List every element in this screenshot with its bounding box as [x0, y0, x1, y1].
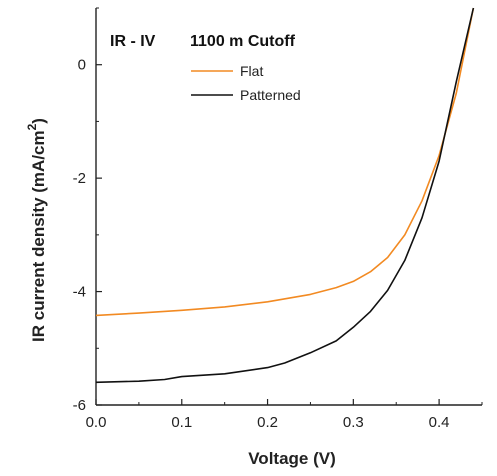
x-tick-label: 0.0 [86, 414, 107, 431]
x-axis-title: Voltage (V) [248, 449, 336, 468]
legend-label-flat: Flat [240, 63, 263, 79]
y-tick-label: -4 [73, 284, 86, 301]
x-tick-label: 0.3 [343, 414, 364, 431]
y-axis-title: IR current density (mA/cm2) [25, 118, 48, 342]
axis-ticks: 0.0 0.1 0.2 0.3 0.4 0 -2 -4 -6 [73, 7, 483, 431]
x-tick-label: 0.2 [257, 414, 278, 431]
series-layer [95, 7, 475, 384]
y-tick-label: 0 [78, 57, 86, 74]
series-line-flat [95, 7, 475, 317]
series-line-patterned [95, 7, 475, 384]
plot-frame [95, 8, 482, 406]
y-axis-title-main: IR current density (mA/cm [29, 130, 48, 342]
legend-label-patterned: Patterned [240, 87, 301, 103]
legend: Flat Patterned [191, 63, 301, 103]
chart-title: IR - IV [110, 33, 156, 50]
chart-subtitle: 1100 m Cutoff [190, 33, 296, 50]
y-tick-label: -6 [73, 397, 86, 414]
y-axis-title-close: ) [29, 118, 48, 124]
x-tick-label: 0.1 [171, 414, 192, 431]
y-axis-title-superscript: 2 [25, 123, 39, 130]
y-tick-label: -2 [73, 170, 86, 187]
x-tick-label: 0.4 [429, 414, 450, 431]
